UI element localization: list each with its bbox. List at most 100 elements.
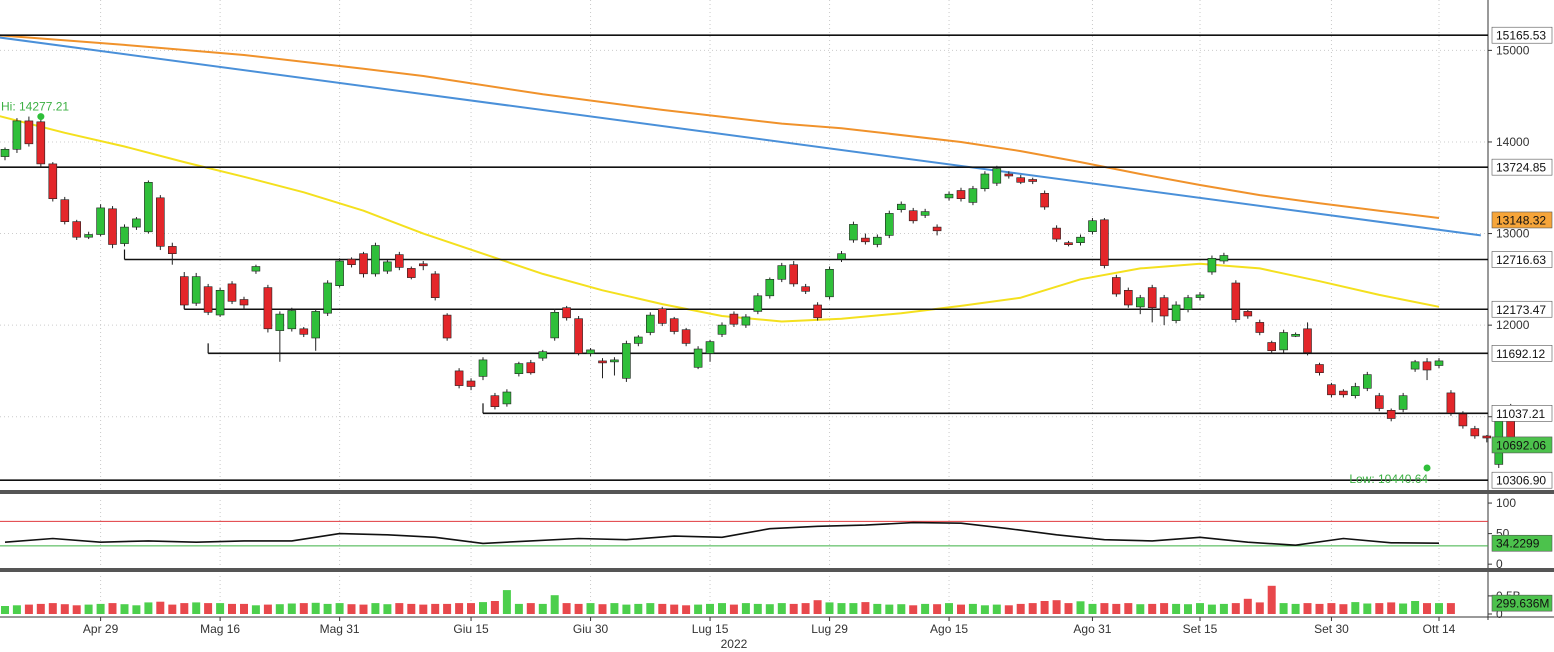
candle bbox=[1422, 361, 1432, 371]
volume-value-tag: 299.636M bbox=[1491, 594, 1553, 612]
volume-bar bbox=[12, 605, 21, 614]
level-tag: 12173.47 bbox=[1491, 300, 1553, 318]
volume-bar bbox=[192, 602, 201, 614]
volume-bar bbox=[1136, 604, 1145, 614]
volume-bar bbox=[765, 604, 774, 614]
volume-bar bbox=[1100, 603, 1109, 614]
candle bbox=[705, 341, 715, 354]
candle bbox=[108, 208, 117, 245]
y-tick-label: 14000 bbox=[1496, 135, 1530, 149]
volume-bar bbox=[897, 604, 906, 614]
volume-bar bbox=[1327, 603, 1336, 614]
candle bbox=[538, 351, 548, 359]
volume-bar bbox=[347, 604, 356, 614]
volume-bar bbox=[1, 606, 9, 614]
volume-bar bbox=[1315, 603, 1324, 614]
volume-bar bbox=[1243, 598, 1252, 614]
rsi-value-tag-label: 34.2299 bbox=[1496, 537, 1540, 551]
candle bbox=[825, 268, 834, 298]
volume-bar bbox=[228, 603, 236, 614]
volume-bar bbox=[1291, 603, 1300, 614]
volume-bar bbox=[1339, 604, 1348, 614]
candle bbox=[191, 276, 201, 304]
volume-bar bbox=[1363, 603, 1372, 614]
level-tag-box bbox=[1491, 471, 1553, 489]
volume-bar bbox=[275, 604, 284, 614]
volume-value-tag-label: 299.636M bbox=[1496, 597, 1549, 611]
candle bbox=[1363, 374, 1372, 389]
last-price-tag: 10692.06 bbox=[1491, 436, 1553, 454]
level-tag: 13724.85 bbox=[1491, 158, 1553, 176]
ma-slow-tag-box bbox=[1491, 211, 1553, 229]
candle bbox=[1183, 297, 1193, 310]
volume-bar bbox=[1387, 602, 1396, 614]
candle bbox=[777, 265, 787, 280]
candle bbox=[156, 197, 165, 247]
candle bbox=[1064, 242, 1073, 245]
candle bbox=[526, 362, 536, 374]
volume-bar bbox=[287, 603, 296, 614]
volume-bar bbox=[455, 603, 464, 614]
candle bbox=[968, 188, 978, 203]
candle bbox=[418, 263, 428, 267]
candle bbox=[406, 268, 416, 278]
volume-bar bbox=[335, 603, 344, 614]
x-tick-label: Set 30 bbox=[1314, 622, 1349, 636]
volume-bar bbox=[514, 603, 523, 614]
volume-bar bbox=[311, 602, 320, 614]
candle bbox=[920, 211, 930, 216]
volume-bar bbox=[1184, 604, 1192, 614]
volume-bar bbox=[1219, 603, 1228, 614]
volume-bar bbox=[1052, 600, 1061, 614]
panel-separator bbox=[0, 490, 1554, 494]
candle bbox=[120, 226, 129, 244]
level-tag: 15165.53 bbox=[1491, 26, 1553, 44]
level-tag: 12716.63 bbox=[1491, 251, 1553, 268]
candle bbox=[1470, 428, 1480, 437]
candle bbox=[1446, 392, 1456, 414]
volume-bar bbox=[1160, 603, 1169, 614]
volume-bar bbox=[574, 603, 583, 614]
candle bbox=[801, 286, 810, 292]
volume-bar bbox=[1124, 603, 1133, 614]
volume-bar bbox=[813, 600, 822, 614]
volume-bar bbox=[741, 603, 750, 614]
candle bbox=[717, 324, 727, 335]
volume-bar bbox=[479, 602, 487, 614]
candle bbox=[430, 273, 440, 298]
volume-bar bbox=[36, 603, 45, 614]
candle bbox=[84, 234, 93, 238]
candle bbox=[394, 254, 404, 268]
volume-bar bbox=[586, 603, 595, 614]
candle bbox=[1016, 177, 1026, 183]
trendline bbox=[0, 36, 1481, 237]
volume-bar bbox=[909, 605, 918, 614]
ma-slow-tag-label: 13148.32 bbox=[1496, 213, 1546, 227]
volume-bar bbox=[1255, 602, 1264, 614]
volume-bar bbox=[1303, 603, 1312, 614]
high-marker bbox=[37, 113, 45, 121]
volume-bar bbox=[921, 603, 930, 614]
volume-y-tick-label: 0 bbox=[1496, 607, 1503, 621]
volume-bar bbox=[216, 603, 225, 614]
candle bbox=[1124, 289, 1133, 306]
volume-bar bbox=[622, 604, 631, 614]
volume-bar bbox=[789, 603, 798, 614]
volume-bar bbox=[359, 604, 368, 614]
volume-bar bbox=[777, 603, 786, 614]
candle bbox=[442, 314, 452, 339]
candle bbox=[299, 328, 309, 335]
volume-bar bbox=[729, 604, 738, 614]
low-note: Low: 10440.64 bbox=[1349, 472, 1428, 486]
volume-bar bbox=[204, 603, 213, 614]
candle bbox=[144, 182, 153, 233]
volume-bar bbox=[1076, 601, 1085, 614]
candle bbox=[598, 360, 607, 364]
candle bbox=[681, 329, 691, 344]
candle bbox=[287, 310, 297, 330]
volume-bar bbox=[1267, 585, 1276, 614]
level-tag: 10306.90 bbox=[1491, 471, 1553, 489]
x-axis: 2022 Apr 29 Mag 16 Mag 31 Giu 15 Giu 30 Lug 1… bbox=[83, 617, 1456, 651]
volume-bar bbox=[933, 604, 942, 614]
level-tag: 11692.12 bbox=[1491, 345, 1553, 362]
